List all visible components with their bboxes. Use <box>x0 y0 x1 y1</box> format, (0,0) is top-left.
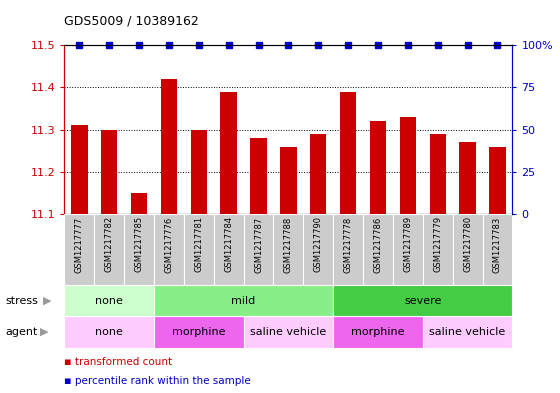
Text: none: none <box>95 327 123 337</box>
Bar <box>393 214 423 285</box>
Bar <box>423 214 452 285</box>
Text: GSM1217776: GSM1217776 <box>165 216 174 273</box>
Bar <box>161 79 177 214</box>
Text: ▶: ▶ <box>43 296 52 306</box>
Bar <box>370 121 386 214</box>
Text: none: none <box>95 296 123 306</box>
Text: GSM1217786: GSM1217786 <box>374 216 382 273</box>
Text: morphine: morphine <box>351 327 405 337</box>
Text: stress: stress <box>6 296 39 306</box>
Text: severe: severe <box>404 296 441 306</box>
Bar <box>221 92 237 214</box>
Bar <box>154 316 244 348</box>
Bar <box>304 214 333 285</box>
Bar <box>184 214 214 285</box>
Bar <box>483 214 512 285</box>
Bar <box>101 130 118 214</box>
Bar <box>124 214 154 285</box>
Text: GSM1217777: GSM1217777 <box>75 216 84 273</box>
Bar <box>64 214 94 285</box>
Bar <box>333 316 423 348</box>
Bar <box>64 285 154 316</box>
Text: GSM1217789: GSM1217789 <box>403 216 412 272</box>
Text: ◾ percentile rank within the sample: ◾ percentile rank within the sample <box>64 376 251 386</box>
Bar <box>94 214 124 285</box>
Bar <box>423 316 512 348</box>
Bar <box>250 138 267 214</box>
Bar <box>333 285 512 316</box>
Bar <box>131 193 147 214</box>
Bar <box>244 316 333 348</box>
Text: GDS5009 / 10389162: GDS5009 / 10389162 <box>64 15 199 28</box>
Bar <box>71 125 87 214</box>
Bar <box>452 214 483 285</box>
Text: GSM1217781: GSM1217781 <box>194 216 203 272</box>
Text: GSM1217782: GSM1217782 <box>105 216 114 272</box>
Bar <box>310 134 326 214</box>
Bar <box>154 214 184 285</box>
Bar <box>459 142 476 214</box>
Bar <box>190 130 207 214</box>
Text: GSM1217787: GSM1217787 <box>254 216 263 273</box>
Bar <box>154 285 333 316</box>
Text: GSM1217778: GSM1217778 <box>344 216 353 273</box>
Text: agent: agent <box>6 327 38 337</box>
Bar <box>64 316 154 348</box>
Text: ◾ transformed count: ◾ transformed count <box>64 356 172 367</box>
Text: saline vehicle: saline vehicle <box>250 327 326 337</box>
Bar <box>340 92 356 214</box>
Text: GSM1217788: GSM1217788 <box>284 216 293 273</box>
Bar <box>214 214 244 285</box>
Text: GSM1217783: GSM1217783 <box>493 216 502 273</box>
Text: GSM1217779: GSM1217779 <box>433 216 442 272</box>
Bar <box>489 147 506 214</box>
Bar <box>400 117 416 214</box>
Bar <box>244 214 273 285</box>
Bar <box>273 214 304 285</box>
Text: ▶: ▶ <box>40 327 49 337</box>
Bar <box>430 134 446 214</box>
Text: saline vehicle: saline vehicle <box>430 327 506 337</box>
Text: morphine: morphine <box>172 327 226 337</box>
Text: GSM1217790: GSM1217790 <box>314 216 323 272</box>
Text: GSM1217784: GSM1217784 <box>224 216 233 272</box>
Text: mild: mild <box>231 296 256 306</box>
Text: GSM1217780: GSM1217780 <box>463 216 472 272</box>
Text: GSM1217785: GSM1217785 <box>134 216 143 272</box>
Bar <box>333 214 363 285</box>
Bar <box>280 147 297 214</box>
Bar <box>363 214 393 285</box>
